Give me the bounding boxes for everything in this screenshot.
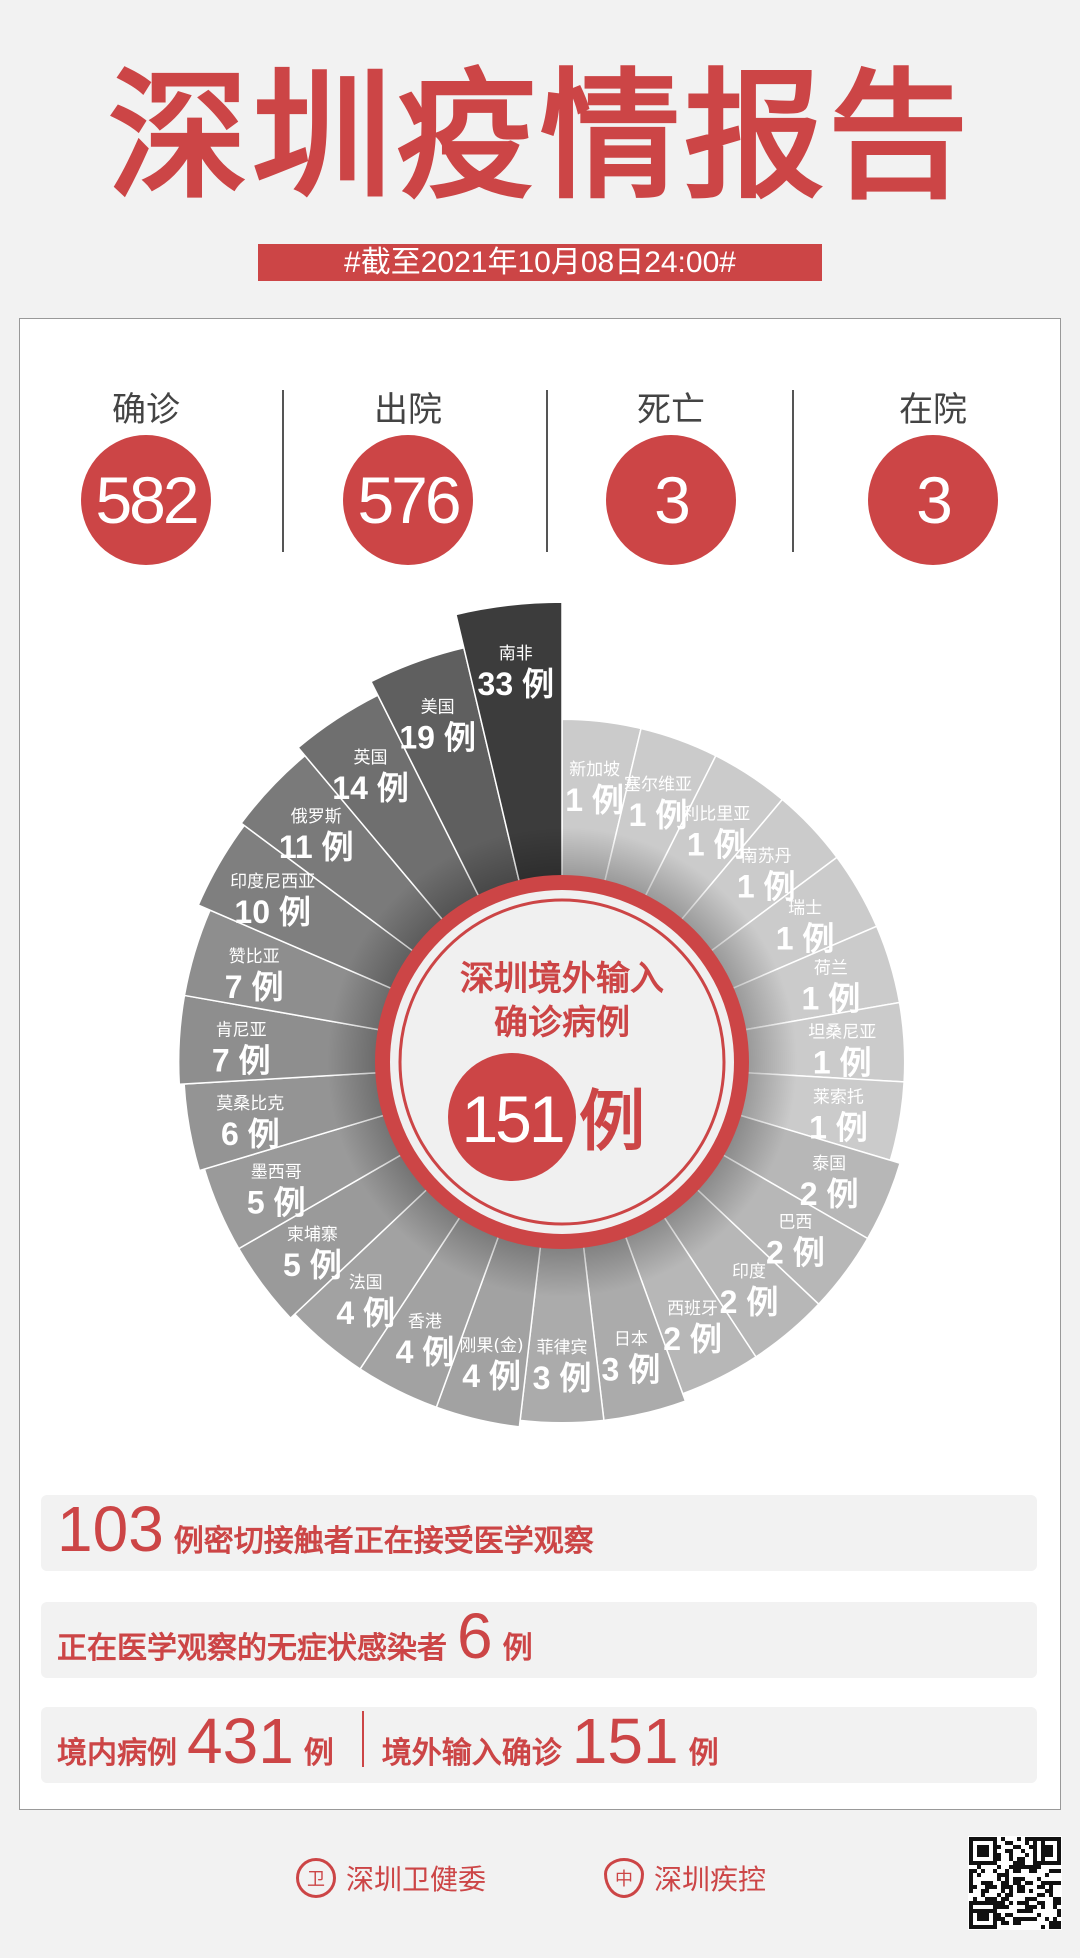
sector-value: 1 例 [813,1045,872,1081]
center-title-line2: 确诊病例 [494,1003,630,1043]
org1-name: 深圳卫健委 [346,1863,487,1896]
qr-code-icon [968,1836,1062,1930]
sector-label: 刚果(金) [459,1336,523,1356]
local-value: 431 [187,1705,294,1777]
sector-value: 3 例 [533,1360,592,1396]
sector-value: 19 例 [399,719,476,755]
sector-label: 泰国 [812,1154,846,1174]
footer-org-health-commission: 卫 深圳卫健委 [296,1858,486,1898]
sector-label: 赞比亚 [229,947,280,967]
imported-value: 151 [571,1705,679,1777]
sector-value: 7 例 [212,1042,271,1078]
sector-label: 利比里亚 [682,804,750,824]
sector-value: 2 例 [720,1284,779,1320]
sector-value: 4 例 [396,1334,455,1370]
stat-label-discharged: 出院 [374,390,442,430]
asymptomatic-value: 6 [457,1600,493,1672]
sector-value: 3 例 [602,1352,661,1388]
local-unit: 例 [303,1736,334,1771]
imported-text: 境外输入确诊 [381,1736,562,1771]
sector-label: 法国 [349,1273,383,1293]
case-breakdown-box: 境内病例 431 例 境外输入确诊 151 例 [41,1707,1037,1783]
sector-value: 1 例 [776,921,835,957]
center-disc [390,890,734,1234]
date-banner: #截至2021年10月08日24:00# [258,244,822,281]
divider [282,390,284,552]
health-commission-logo-icon: 卫 [296,1858,336,1898]
sector-value: 1 例 [629,797,688,833]
footer-org-cdc: 中 深圳疾控 [604,1858,766,1898]
sector-value: 1 例 [737,868,796,904]
stat-label-deaths: 死亡 [637,390,705,430]
stat-label-confirmed: 确诊 [112,390,180,430]
sector-value: 2 例 [800,1176,859,1212]
stat-value-discharged: 576 [343,435,473,565]
sector-value: 11 例 [279,829,354,865]
sector-label: 塞尔维亚 [624,775,692,795]
sector-value: 33 例 [478,666,555,702]
sector-label: 荷兰 [814,958,848,978]
sector-label: 莱索托 [813,1088,864,1108]
divider [792,390,794,552]
imported-cases-rose-chart: 深圳境外输入 确诊病例 151 例 新加坡1 例塞尔维亚1 例利比里亚1 例南苏… [177,601,906,1428]
sector-label: 菲律宾 [537,1338,588,1358]
sector-label: 英国 [354,748,388,768]
sector-value: 7 例 [225,969,284,1005]
sector-label: 香港 [408,1312,442,1332]
sector-label: 柬埔寨 [287,1225,338,1245]
sector-label: 西班牙 [667,1299,718,1319]
sector-label: 肯尼亚 [216,1020,267,1040]
page-title: 深圳疫情报告 [107,56,972,219]
local-text: 境内病例 [57,1736,177,1771]
stat-value-deaths: 3 [606,435,736,565]
center-title-line1: 深圳境外输入 [460,959,664,999]
sector-label: 印度 [732,1262,766,1282]
asymptomatic-text: 正在医学观察的无症状感染者 [57,1631,447,1666]
sector-value: 1 例 [687,826,746,862]
sector-label: 俄罗斯 [291,807,342,827]
org2-name: 深圳疾控 [654,1863,767,1896]
sector-value: 1 例 [802,980,861,1016]
divider [361,1711,364,1767]
stat-value-confirmed: 582 [81,435,211,565]
imported-unit: 例 [688,1736,719,1771]
sector-value: 5 例 [283,1247,342,1283]
sector-label: 印度尼西亚 [230,872,315,892]
close-contacts-value: 103 [57,1493,164,1565]
center-total-circle [448,1053,576,1181]
stat-value-hospitalized: 3 [868,435,998,565]
sector-label: 巴西 [778,1213,812,1233]
sector-label: 美国 [421,697,455,717]
sector-value: 14 例 [332,770,409,806]
close-contacts-box: 103 例密切接触者正在接受医学观察 [41,1495,1037,1571]
sector-value: 2 例 [766,1235,825,1271]
asymptomatic-box: 正在医学观察的无症状感染者 6 例 [41,1602,1037,1678]
sector-value: 1 例 [809,1110,868,1146]
sector-label: 日本 [614,1330,648,1350]
sector-value: 2 例 [663,1321,722,1357]
asymptomatic-unit: 例 [502,1631,533,1666]
sector-value: 4 例 [336,1295,395,1331]
sector-value: 1 例 [565,782,624,818]
sector-label: 莫桑比克 [216,1094,284,1114]
sector-label: 新加坡 [569,760,620,780]
sector-label: 坦桑尼亚 [808,1023,876,1043]
stat-label-hospitalized: 在院 [899,390,967,430]
sector-label: 南非 [499,644,533,664]
sector-label: 瑞士 [788,899,822,919]
sector-label: 墨西哥 [251,1162,302,1182]
center-inner-ring [398,898,726,1226]
center-total: 151 [461,1082,562,1156]
sector-value: 4 例 [462,1358,521,1394]
sector-value: 5 例 [247,1184,306,1220]
close-contacts-text: 例密切接触者正在接受医学观察 [173,1524,594,1559]
divider [546,390,548,552]
sector-value: 10 例 [234,894,311,930]
sector-label: 南苏丹 [741,846,792,866]
cdc-logo-icon: 中 [604,1858,644,1898]
sector-value: 6 例 [221,1116,280,1152]
center-unit: 例 [579,1083,645,1160]
